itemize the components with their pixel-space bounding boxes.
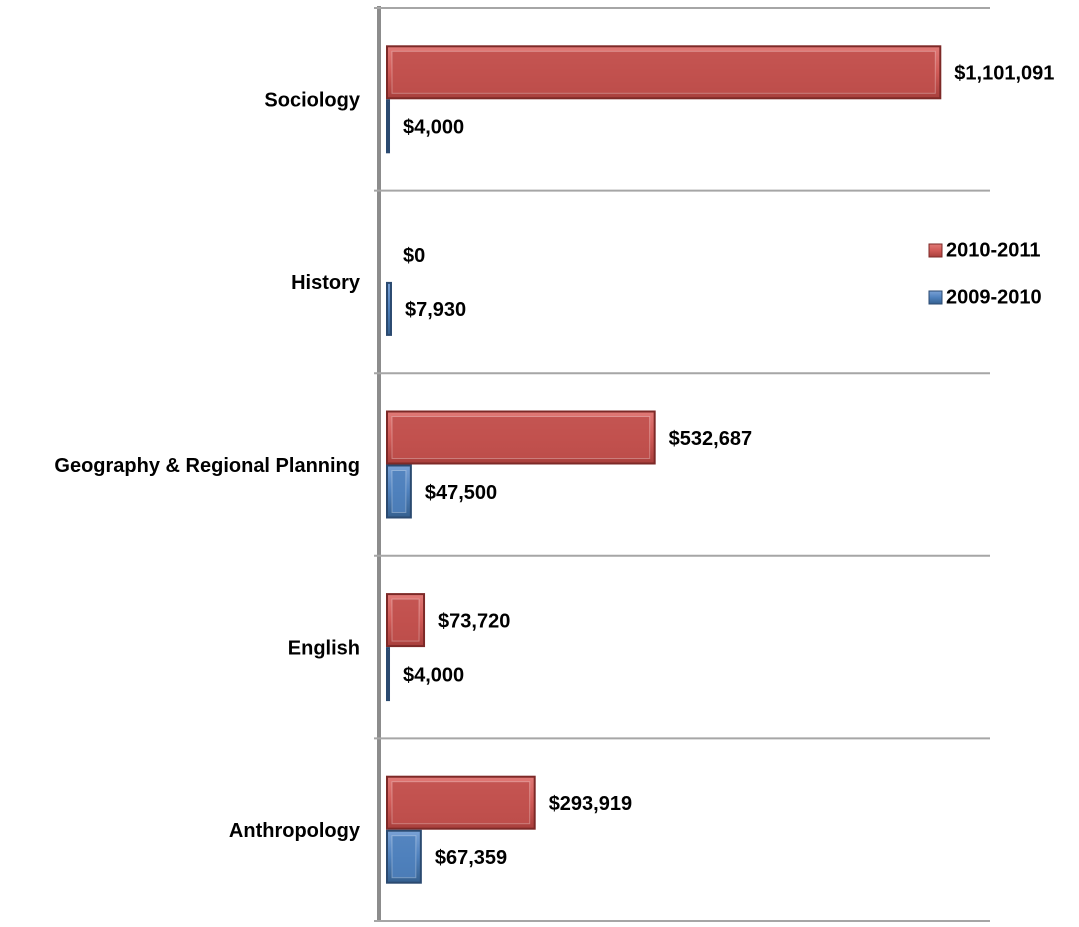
value-label: $67,359 [435, 847, 507, 869]
legend-swatch [928, 290, 943, 305]
bar-bevel [391, 598, 420, 642]
legend-label: 2010-2011 [946, 239, 1041, 261]
category-label: Anthropology [229, 820, 361, 842]
value-label: $532,687 [669, 428, 752, 450]
legend-swatch [928, 243, 943, 258]
value-label: $4,000 [403, 664, 464, 686]
value-label: $4,000 [403, 117, 464, 139]
category-label: Geography & Regional Planning [54, 455, 360, 477]
bar [386, 281, 392, 336]
value-label: $73,720 [438, 610, 510, 632]
bar [386, 99, 391, 154]
value-label: $293,919 [549, 793, 632, 815]
bar-bevel [391, 470, 407, 513]
bar-bevel [391, 416, 651, 459]
bar-bevel [391, 50, 936, 94]
value-label: $47,500 [425, 482, 497, 504]
value-label: $1,101,091 [954, 63, 1054, 85]
category-label: English [288, 637, 360, 659]
value-label: $7,930 [405, 299, 466, 321]
category-label: History [291, 272, 361, 294]
bar-bevel [391, 781, 531, 825]
value-label: $0 [403, 245, 425, 267]
bar [386, 647, 391, 702]
legend-label: 2009-2010 [946, 286, 1042, 308]
bar-bevel [391, 835, 417, 879]
category-label: Sociology [264, 90, 360, 112]
